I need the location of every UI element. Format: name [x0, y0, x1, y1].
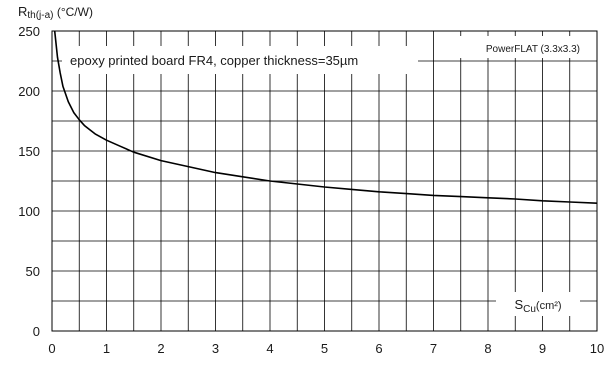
x-label-bg: [496, 292, 580, 316]
y-tick-label: 100: [18, 204, 40, 219]
x-tick-label: 4: [266, 341, 273, 356]
annotation-board: epoxy printed board FR4, copper thicknes…: [70, 53, 358, 68]
x-tick-label: 8: [484, 341, 491, 356]
x-tick-label: 9: [539, 341, 546, 356]
y-label-sub: th(j-a): [27, 10, 53, 21]
annotation-bg-package: [437, 36, 587, 58]
annotation-bg-board: [62, 46, 418, 74]
x-tick-label: 6: [375, 341, 382, 356]
x-axis-label: SCu(cm²): [514, 297, 561, 315]
series-line: [53, 30, 598, 204]
x-tick-label: 10: [590, 341, 604, 356]
x-label-sub: Cu: [523, 304, 536, 315]
series-group: [53, 30, 598, 204]
x-tick-label: 7: [430, 341, 437, 356]
x-label-main: S: [514, 297, 523, 312]
y-tick-label: 0: [33, 324, 40, 339]
y-tick-label: 250: [18, 24, 40, 39]
x-tick-label: 2: [157, 341, 164, 356]
annotation-package: PowerFLAT (3.3x3.3): [486, 44, 580, 55]
y-tick-label: 150: [18, 144, 40, 159]
y-label-main: R: [18, 4, 27, 19]
x-tick-label: 5: [321, 341, 328, 356]
y-tick-label: 50: [26, 264, 40, 279]
x-tick-label: 0: [48, 341, 55, 356]
plot-frame: [51, 30, 598, 332]
x-label-unit: (cm²): [536, 300, 562, 312]
y-label-unit: (°C/W): [54, 5, 93, 19]
x-tick-label: 1: [103, 341, 110, 356]
y-tick-label: 200: [18, 84, 40, 99]
grid: [52, 31, 597, 331]
x-tick-label: 3: [212, 341, 219, 356]
y-axis-label: Rth(j-a) (°C/W): [18, 4, 93, 21]
